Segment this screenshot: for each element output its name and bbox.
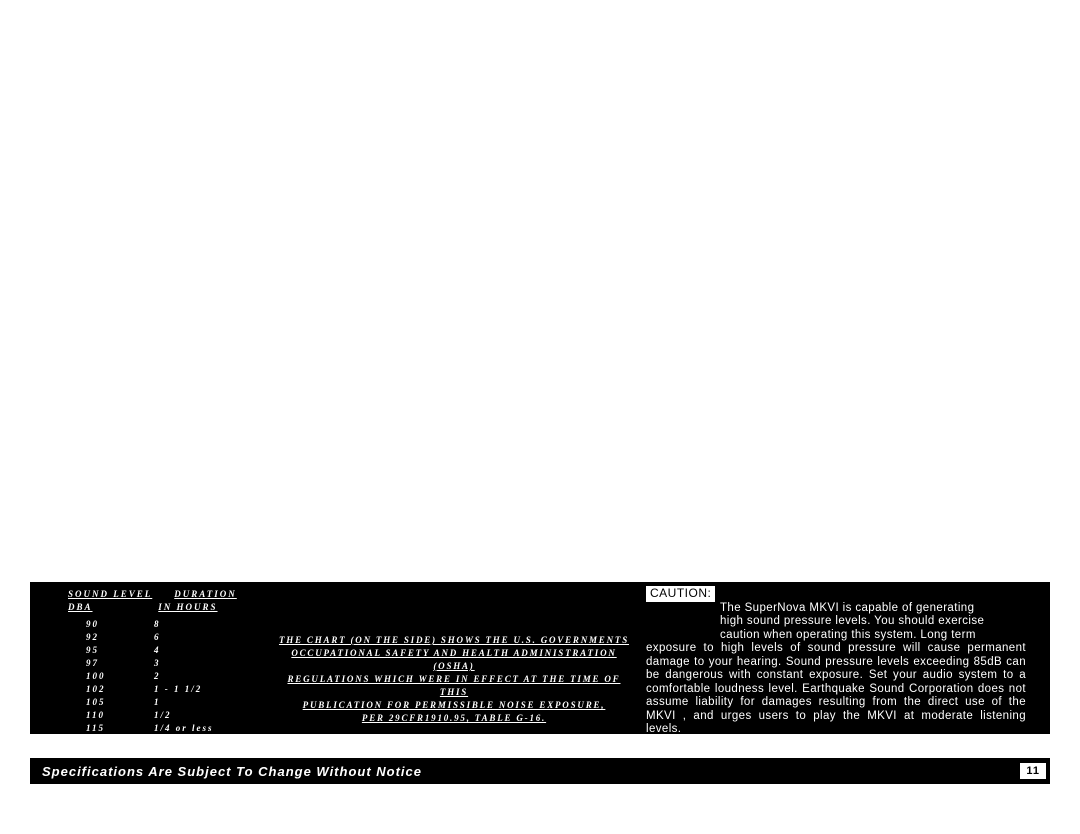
cell-hr: 8 <box>154 618 161 631</box>
cell-hr: 1 - 1 1/2 <box>154 683 202 696</box>
cell-db: 102 <box>68 683 154 696</box>
table-row: 954 <box>68 644 258 657</box>
osha-panel: SOUND LEVEL DURATION DBA IN HOURS 908 92… <box>60 582 630 734</box>
cell-db: 90 <box>68 618 154 631</box>
table-row: 1021 - 1 1/2 <box>68 683 258 696</box>
col1-sub: DBA <box>68 601 154 614</box>
cell-hr: 1 <box>154 696 161 709</box>
osha-line: OCCUPATIONAL SAFETY AND HEALTH ADMINISTR… <box>278 647 630 673</box>
cell-db: 97 <box>68 657 154 670</box>
page: SOUND LEVEL DURATION DBA IN HOURS 908 92… <box>0 0 1080 834</box>
osha-line: PER 29CFR1910.95, TABLE G-16. <box>278 712 630 725</box>
table-row: 908 <box>68 618 258 631</box>
cell-hr: 3 <box>154 657 161 670</box>
osha-table: SOUND LEVEL DURATION DBA IN HOURS 908 92… <box>68 588 258 734</box>
col2-header: DURATION <box>174 588 237 601</box>
osha-note: THE CHART (ON THE SIDE) SHOWS THE U.S. G… <box>278 634 630 725</box>
footer-notice: Specifications Are Subject To Change Wit… <box>42 764 422 779</box>
table-subheader: DBA IN HOURS <box>68 601 258 614</box>
table-row: 1002 <box>68 670 258 683</box>
cell-hr: 2 <box>154 670 161 683</box>
table-row: 1101/2 <box>68 709 258 722</box>
caution-text-lead: The SuperNova MKVI is capable of generat… <box>720 602 1026 643</box>
osha-line: REGULATIONS WHICH WERE IN EFFECT AT THE … <box>278 673 630 699</box>
footer: Specifications Are Subject To Change Wit… <box>30 758 1050 784</box>
cell-hr: 1/2 <box>154 709 172 722</box>
col1-header: SOUND LEVEL <box>68 588 152 601</box>
osha-line: PUBLICATION FOR PERMISSIBLE NOISE EXPOSU… <box>278 699 630 712</box>
cell-db: 92 <box>68 631 154 644</box>
osha-line: THE CHART (ON THE SIDE) SHOWS THE U.S. G… <box>278 634 630 647</box>
caution-line: high sound pressure levels. You should e… <box>720 615 1026 629</box>
cell-db: 95 <box>68 644 154 657</box>
info-band: SOUND LEVEL DURATION DBA IN HOURS 908 92… <box>30 582 1050 734</box>
table-header: SOUND LEVEL DURATION <box>68 588 258 601</box>
caution-text-body: exposure to high levels of sound pressur… <box>646 642 1026 734</box>
table-row: 926 <box>68 631 258 644</box>
cell-db: 100 <box>68 670 154 683</box>
page-number: 11 <box>1020 763 1046 779</box>
cell-hr: 6 <box>154 631 161 644</box>
cell-hr: 1/4 or less <box>154 722 214 734</box>
table-row: 1051 <box>68 696 258 709</box>
caution-label: CAUTION: <box>646 586 715 602</box>
cell-db: 110 <box>68 709 154 722</box>
table-row: 1151/4 or less <box>68 722 258 734</box>
cell-db: 105 <box>68 696 154 709</box>
caution-line: caution when operating this system. Long… <box>720 629 1026 643</box>
cell-hr: 4 <box>154 644 161 657</box>
col2-sub: IN HOURS <box>158 602 217 612</box>
cell-db: 115 <box>68 722 154 734</box>
caution-line: The SuperNova MKVI is capable of generat… <box>720 602 1026 616</box>
caution-panel: CAUTION: The SuperNova MKVI is capable o… <box>640 582 1032 734</box>
table-row: 973 <box>68 657 258 670</box>
